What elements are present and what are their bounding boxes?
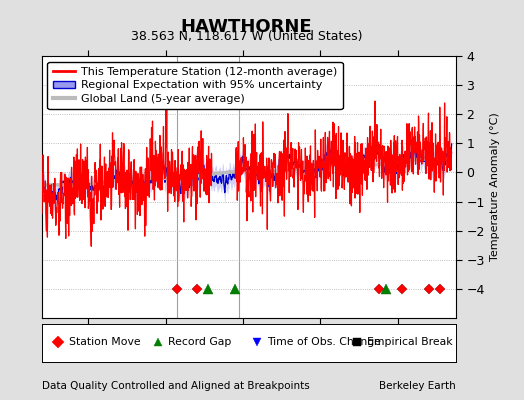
- Y-axis label: Temperature Anomaly (°C): Temperature Anomaly (°C): [490, 113, 500, 261]
- Text: Data Quality Controlled and Aligned at Breakpoints: Data Quality Controlled and Aligned at B…: [42, 381, 310, 391]
- Text: HAWTHORNE: HAWTHORNE: [180, 18, 312, 36]
- Text: Station Move: Station Move: [69, 337, 140, 347]
- Text: Time of Obs. Change: Time of Obs. Change: [268, 337, 381, 347]
- Text: Record Gap: Record Gap: [168, 337, 232, 347]
- Text: Berkeley Earth: Berkeley Earth: [379, 381, 456, 391]
- Text: 38.563 N, 118.617 W (United States): 38.563 N, 118.617 W (United States): [130, 30, 362, 43]
- Legend: This Temperature Station (12-month average), Regional Expectation with 95% uncer: This Temperature Station (12-month avera…: [48, 62, 343, 109]
- Text: Empirical Break: Empirical Break: [367, 337, 453, 347]
